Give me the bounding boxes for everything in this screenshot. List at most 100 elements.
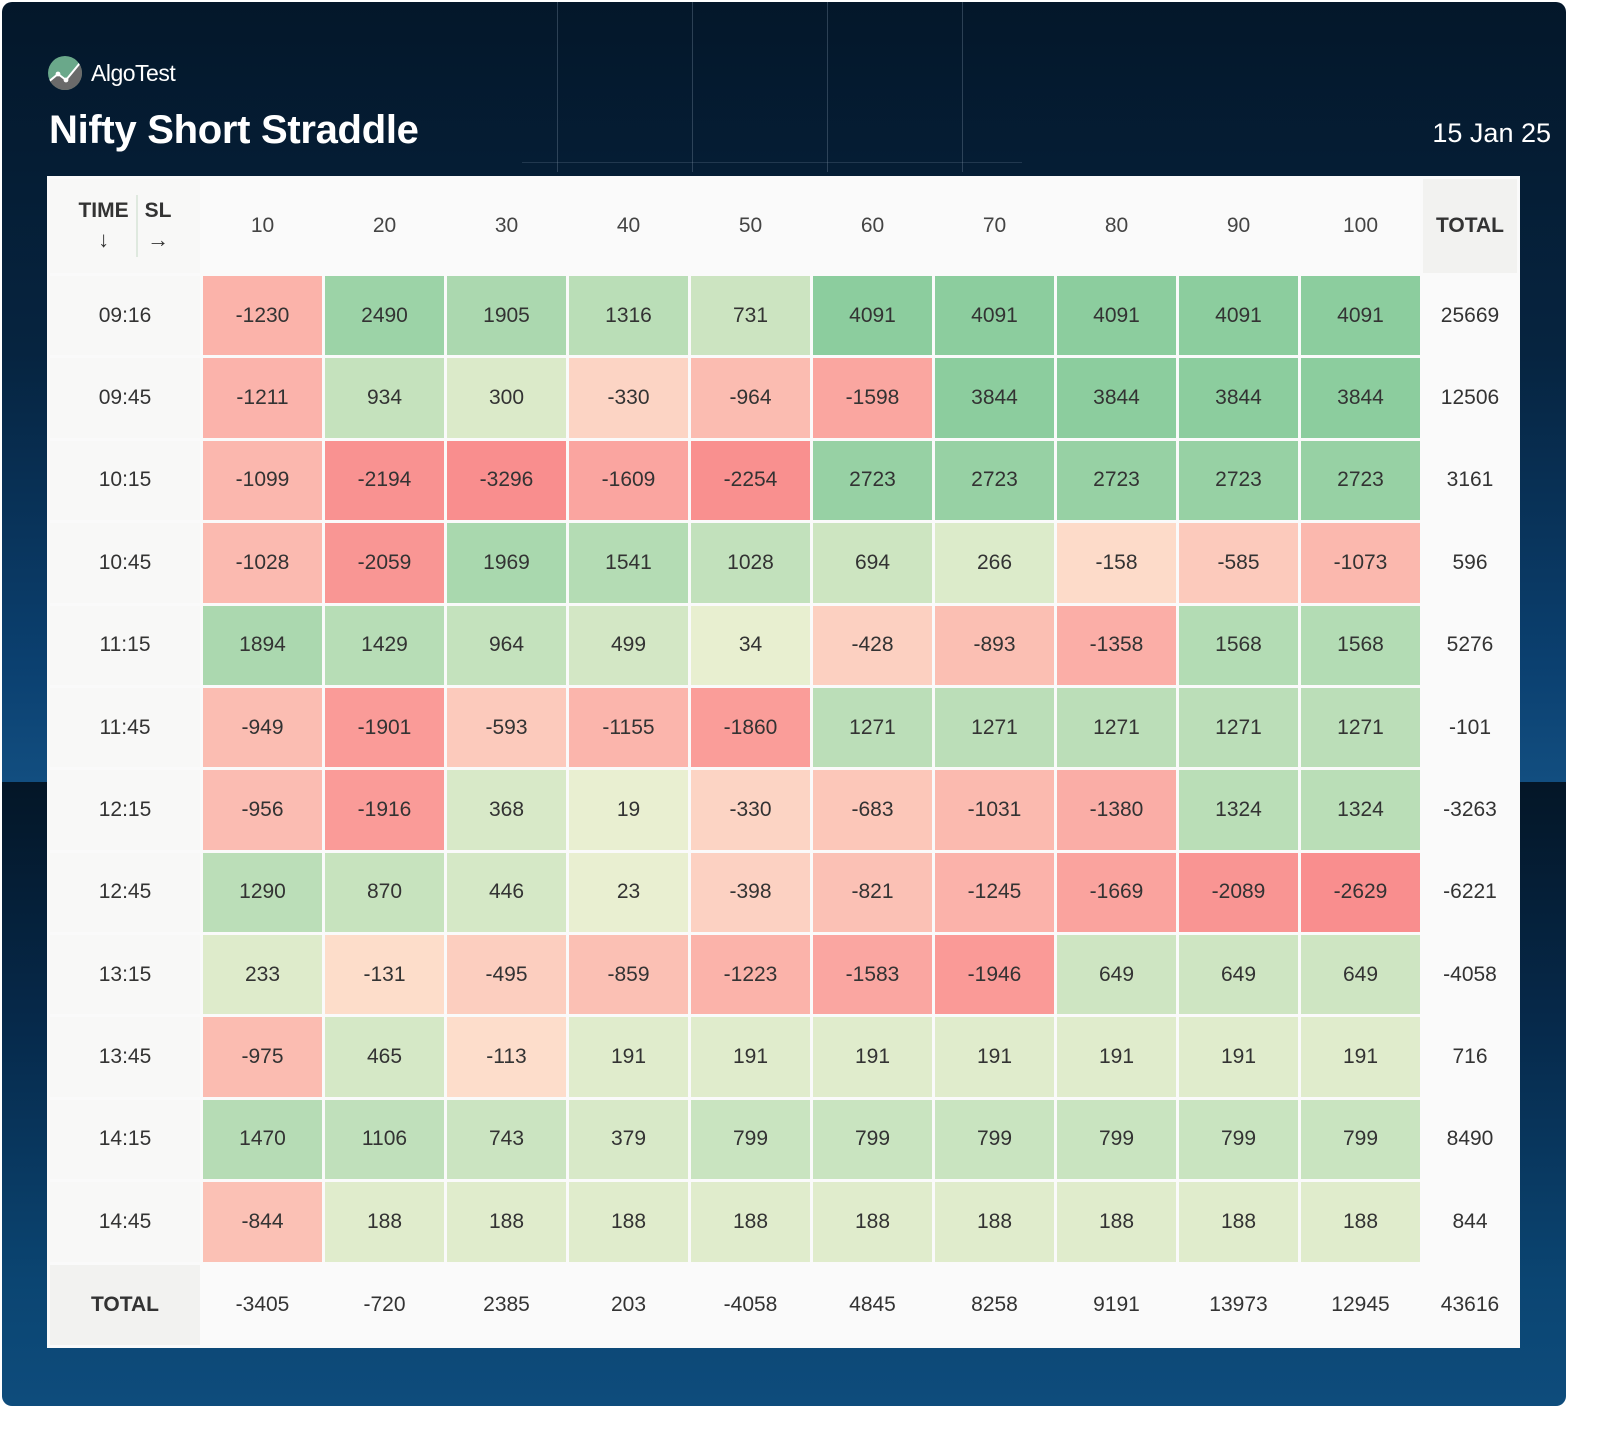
pnl-cell: 266 <box>932 520 1057 606</box>
row-total: 596 <box>1420 520 1520 606</box>
corner-divider <box>135 195 138 257</box>
pnl-cell: 4091 <box>1054 272 1179 359</box>
pnl-cell: -1901 <box>322 684 447 771</box>
pnl-cell: -1230 <box>200 272 325 359</box>
row-total: 8490 <box>1420 1096 1520 1183</box>
pnl-cell: 191 <box>1176 1014 1301 1100</box>
total-row-label: TOTAL <box>47 1261 203 1348</box>
column-total: 2385 <box>444 1261 569 1348</box>
pnl-cell: 188 <box>688 1179 813 1265</box>
pnl-cell: -2059 <box>322 520 447 606</box>
table-row: 13:15 233 -131 -495 -859 -1223 -1583 -1946 649 64… <box>47 931 1520 1018</box>
pnl-cell: -495 <box>444 931 569 1018</box>
table-row: 10:15 -1099 -2194 -3296 -1609 -2254 2723 2723 27… <box>47 437 1520 524</box>
column-header-sl: 90 <box>1176 176 1301 276</box>
pnl-cell: 934 <box>322 355 447 441</box>
column-header-sl: 80 <box>1054 176 1179 276</box>
pnl-cell: -1946 <box>932 931 1057 1018</box>
pnl-cell: -113 <box>444 1014 569 1100</box>
row-total: 844 <box>1420 1179 1520 1265</box>
pnl-cell: 3844 <box>1298 355 1423 441</box>
pnl-cell: -2089 <box>1176 849 1301 936</box>
pnl-cell: -964 <box>688 355 813 441</box>
pnl-cell: 191 <box>1054 1014 1179 1100</box>
pnl-cell: -956 <box>200 767 325 853</box>
pnl-cell: -1598 <box>810 355 935 441</box>
column-total: 203 <box>566 1261 691 1348</box>
row-total: 12506 <box>1420 355 1520 441</box>
time-axis-label: TIME <box>78 199 129 222</box>
pnl-cell: 2490 <box>322 272 447 359</box>
pnl-cell: 743 <box>444 1096 569 1183</box>
pnl-cell: 2723 <box>1176 437 1301 524</box>
table-row: 12:45 1290 870 446 23 -398 -821 -1245 -1669 -2089… <box>47 849 1520 936</box>
pnl-cell: 3844 <box>1054 355 1179 441</box>
pnl-cell: -1609 <box>566 437 691 524</box>
column-total: -4058 <box>688 1261 813 1348</box>
pnl-cell: 1290 <box>200 849 325 936</box>
column-header-sl: 30 <box>444 176 569 276</box>
pnl-cell: 799 <box>688 1096 813 1183</box>
pnl-cell: 649 <box>1298 931 1423 1018</box>
pnl-cell: -975 <box>200 1014 325 1100</box>
pnl-cell: -585 <box>1176 520 1301 606</box>
pnl-cell: 1271 <box>810 684 935 771</box>
pnl-cell: -1031 <box>932 767 1057 853</box>
pnl-cell: 446 <box>444 849 569 936</box>
pnl-cell: -2194 <box>322 437 447 524</box>
column-header-sl: 60 <box>810 176 935 276</box>
pnl-cell: -1380 <box>1054 767 1179 853</box>
pnl-cell: 649 <box>1054 931 1179 1018</box>
pnl-cell: 368 <box>444 767 569 853</box>
pnl-cell: 19 <box>566 767 691 853</box>
grand-total: 43616 <box>1420 1261 1520 1348</box>
pnl-cell: 1470 <box>200 1096 325 1183</box>
pnl-cell: -683 <box>810 767 935 853</box>
pnl-cell: 2723 <box>810 437 935 524</box>
pnl-cell: 188 <box>444 1179 569 1265</box>
row-time-label: 12:45 <box>47 849 203 936</box>
pnl-cell: 1271 <box>932 684 1057 771</box>
pnl-cell: 188 <box>566 1179 691 1265</box>
report-date: 15 Jan 25 <box>1432 118 1551 148</box>
pnl-cell: 23 <box>566 849 691 936</box>
pnl-cell: 34 <box>688 602 813 688</box>
pnl-cell: 191 <box>1298 1014 1423 1100</box>
pnl-cell: 188 <box>810 1179 935 1265</box>
pnl-cell: 188 <box>1176 1179 1301 1265</box>
pnl-cell: 1969 <box>444 520 569 606</box>
table-row: 14:45 -844 188 188 188 188 188 188 188 188 188 844 <box>47 1179 1520 1265</box>
pnl-cell: -428 <box>810 602 935 688</box>
table-row: 14:15 1470 1106 743 379 799 799 799 799 799 799 849… <box>47 1096 1520 1183</box>
pnl-cell: 233 <box>200 931 325 1018</box>
pnl-cell: 799 <box>932 1096 1057 1183</box>
pnl-cell: -1155 <box>566 684 691 771</box>
column-header-sl: 10 <box>200 176 325 276</box>
column-header-sl: 20 <box>322 176 447 276</box>
column-total: -3405 <box>200 1261 325 1348</box>
pnl-cell: 799 <box>810 1096 935 1183</box>
pnl-cell: -1669 <box>1054 849 1179 936</box>
column-header-sl: 100 <box>1298 176 1423 276</box>
pnl-cell: -1583 <box>810 931 935 1018</box>
column-total: 12945 <box>1298 1261 1423 1348</box>
brand: AlgoTest <box>47 55 176 91</box>
arrow-right-icon: → <box>147 227 170 252</box>
pnl-cell: 191 <box>810 1014 935 1100</box>
pnl-cell: 188 <box>1298 1179 1423 1265</box>
pnl-cell: -844 <box>200 1179 325 1265</box>
page-title: Nifty Short Straddle <box>49 108 419 152</box>
background-grid-line <box>557 2 558 172</box>
pnl-cell: -131 <box>322 931 447 1018</box>
pnl-cell: 1541 <box>566 520 691 606</box>
brand-name: AlgoTest <box>91 59 176 86</box>
background-grid-line <box>962 2 963 172</box>
background-grid-line <box>522 162 1022 163</box>
table-row: 11:15 1894 1429 964 499 34 -428 -893 -1358 1568 15… <box>47 602 1520 688</box>
column-total: 13973 <box>1176 1261 1301 1348</box>
pnl-heatmap-table: TIME ↓ SL → 10 20 30 40 50 60 <box>47 176 1520 1348</box>
row-time-label: 11:45 <box>47 684 203 771</box>
row-time-label: 10:45 <box>47 520 203 606</box>
chart-line-logo-icon <box>48 56 82 90</box>
row-time-label: 13:45 <box>47 1014 203 1100</box>
